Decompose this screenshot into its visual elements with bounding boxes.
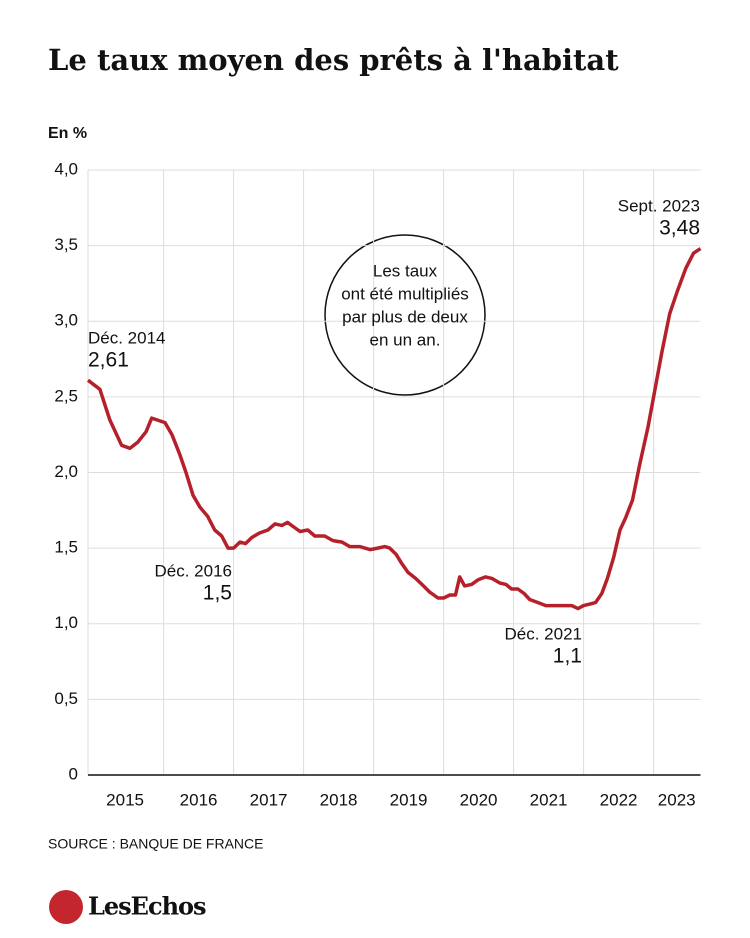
annotation-value: 1,1 bbox=[553, 645, 582, 668]
brand: LesEchos bbox=[88, 892, 206, 921]
x-tick-label: 2017 bbox=[250, 790, 288, 809]
y-tick-label: 2,5 bbox=[54, 386, 78, 405]
y-tick-label: 3,5 bbox=[54, 235, 78, 254]
x-tick-label: 2020 bbox=[460, 790, 498, 809]
x-tick-label: 2016 bbox=[180, 790, 218, 809]
line-series bbox=[86, 247, 702, 611]
annotation-label: Déc. 2016 bbox=[155, 561, 233, 580]
x-tick-label: 2019 bbox=[390, 790, 428, 809]
bubble-text: Les taux bbox=[373, 261, 438, 280]
x-tick-label: 2021 bbox=[530, 790, 568, 809]
x-tick-label: 2022 bbox=[600, 790, 638, 809]
annotation-label: Sept. 2023 bbox=[618, 196, 700, 215]
annotation-value: 2,61 bbox=[88, 349, 129, 372]
y-tick-label: 2,0 bbox=[54, 462, 78, 481]
x-tick-label: 2015 bbox=[106, 790, 144, 809]
bubble-text: ont été multipliés bbox=[341, 284, 469, 303]
bubble bbox=[324, 234, 486, 396]
y-tick-label: 1,0 bbox=[54, 613, 78, 632]
x-tick-label: 2018 bbox=[320, 790, 358, 809]
annotation-value: 1,5 bbox=[203, 582, 232, 605]
annotation-label: Déc. 2021 bbox=[505, 624, 583, 643]
y-axis-label: En % bbox=[48, 125, 87, 142]
y-tick-label: 0,5 bbox=[54, 689, 78, 708]
source: SOURCE : BANQUE DE FRANCE bbox=[48, 836, 263, 852]
y-tick-label: 1,5 bbox=[54, 538, 78, 557]
x-tick-label: 2023 bbox=[658, 790, 696, 809]
annotation-label: Déc. 2014 bbox=[88, 328, 166, 347]
y-tick-label: 0 bbox=[69, 764, 78, 783]
y-tick-label: 4,0 bbox=[54, 159, 78, 178]
y-tick-label: 3,0 bbox=[54, 311, 78, 330]
bubble-text: en un an. bbox=[370, 330, 441, 349]
logo-icon bbox=[49, 890, 83, 924]
annotation-value: 3,48 bbox=[659, 217, 700, 240]
chart-title: Le taux moyen des prêts à l'habitat bbox=[48, 43, 619, 77]
bubble-text: par plus de deux bbox=[342, 307, 468, 326]
